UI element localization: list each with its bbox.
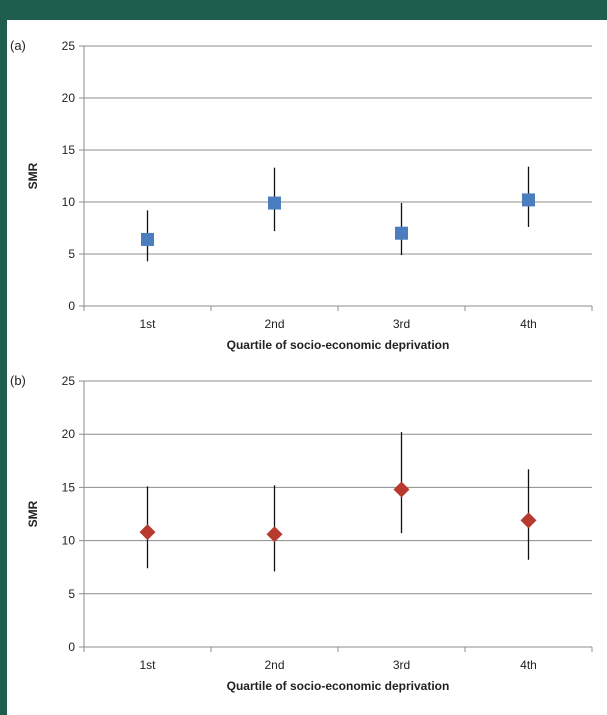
panel-b-ytick-label: 10	[62, 534, 76, 548]
figure-frame: (a) 0 5 10 15 20 25 1st 2nd 3rd 4th Quartile of soc…	[7, 20, 607, 715]
panel-a-ytick-label: 15	[62, 143, 76, 157]
panel-b-ytick-label: 5	[68, 587, 75, 601]
panel-b-ytick-label: 15	[62, 480, 76, 494]
panel-a-ytick-label: 5	[68, 247, 75, 261]
panel-b-ytick-label: 25	[62, 374, 76, 388]
panel-a-data-point	[522, 193, 535, 207]
panel-a-ytick-label: 25	[62, 39, 76, 53]
panel-a-data-point	[141, 232, 154, 246]
panel-a-ytick-label: 0	[68, 299, 75, 313]
panel-b-xtick-label: 1st	[139, 658, 156, 672]
panel-a-xtick-label: 3rd	[393, 317, 410, 331]
panel-b-label: (b)	[10, 373, 26, 388]
panel-b-data-point	[139, 524, 156, 541]
panel-a-data-point	[268, 196, 281, 210]
panel-b-data-point	[266, 526, 283, 543]
panel-a-xtick-label: 4th	[520, 317, 537, 331]
panel-b-xtick-label: 4th	[520, 658, 537, 672]
panel-b-xtick-label: 3rd	[393, 658, 410, 672]
panel-b-ytick-label: 20	[62, 427, 76, 441]
panel-b-y-axis-title: SMR	[26, 500, 40, 527]
panel-a-xtick-label: 1st	[139, 317, 156, 331]
panel-a-xtick-label: 2nd	[264, 317, 284, 331]
panel-b-data-point	[393, 481, 410, 498]
panel-a-x-axis-title: Quartile of socio-economic deprivation	[227, 338, 450, 352]
panel-a-data-point	[395, 226, 408, 240]
panel-b-data-point	[520, 512, 537, 529]
panel-a-ytick-label: 20	[62, 91, 76, 105]
panel-b-xtick-label: 2nd	[264, 658, 284, 672]
panel-a-label: (a)	[10, 38, 26, 53]
panel-a-y-axis-title: SMR	[26, 162, 40, 189]
panel-a-ytick-label: 10	[62, 195, 76, 209]
panel-b-x-axis-title: Quartile of socio-economic deprivation	[227, 679, 450, 693]
smr-charts: (a) 0 5 10 15 20 25 1st 2nd 3rd 4th Quartile of soc…	[10, 38, 593, 693]
panel-b-ytick-label: 0	[68, 640, 75, 654]
